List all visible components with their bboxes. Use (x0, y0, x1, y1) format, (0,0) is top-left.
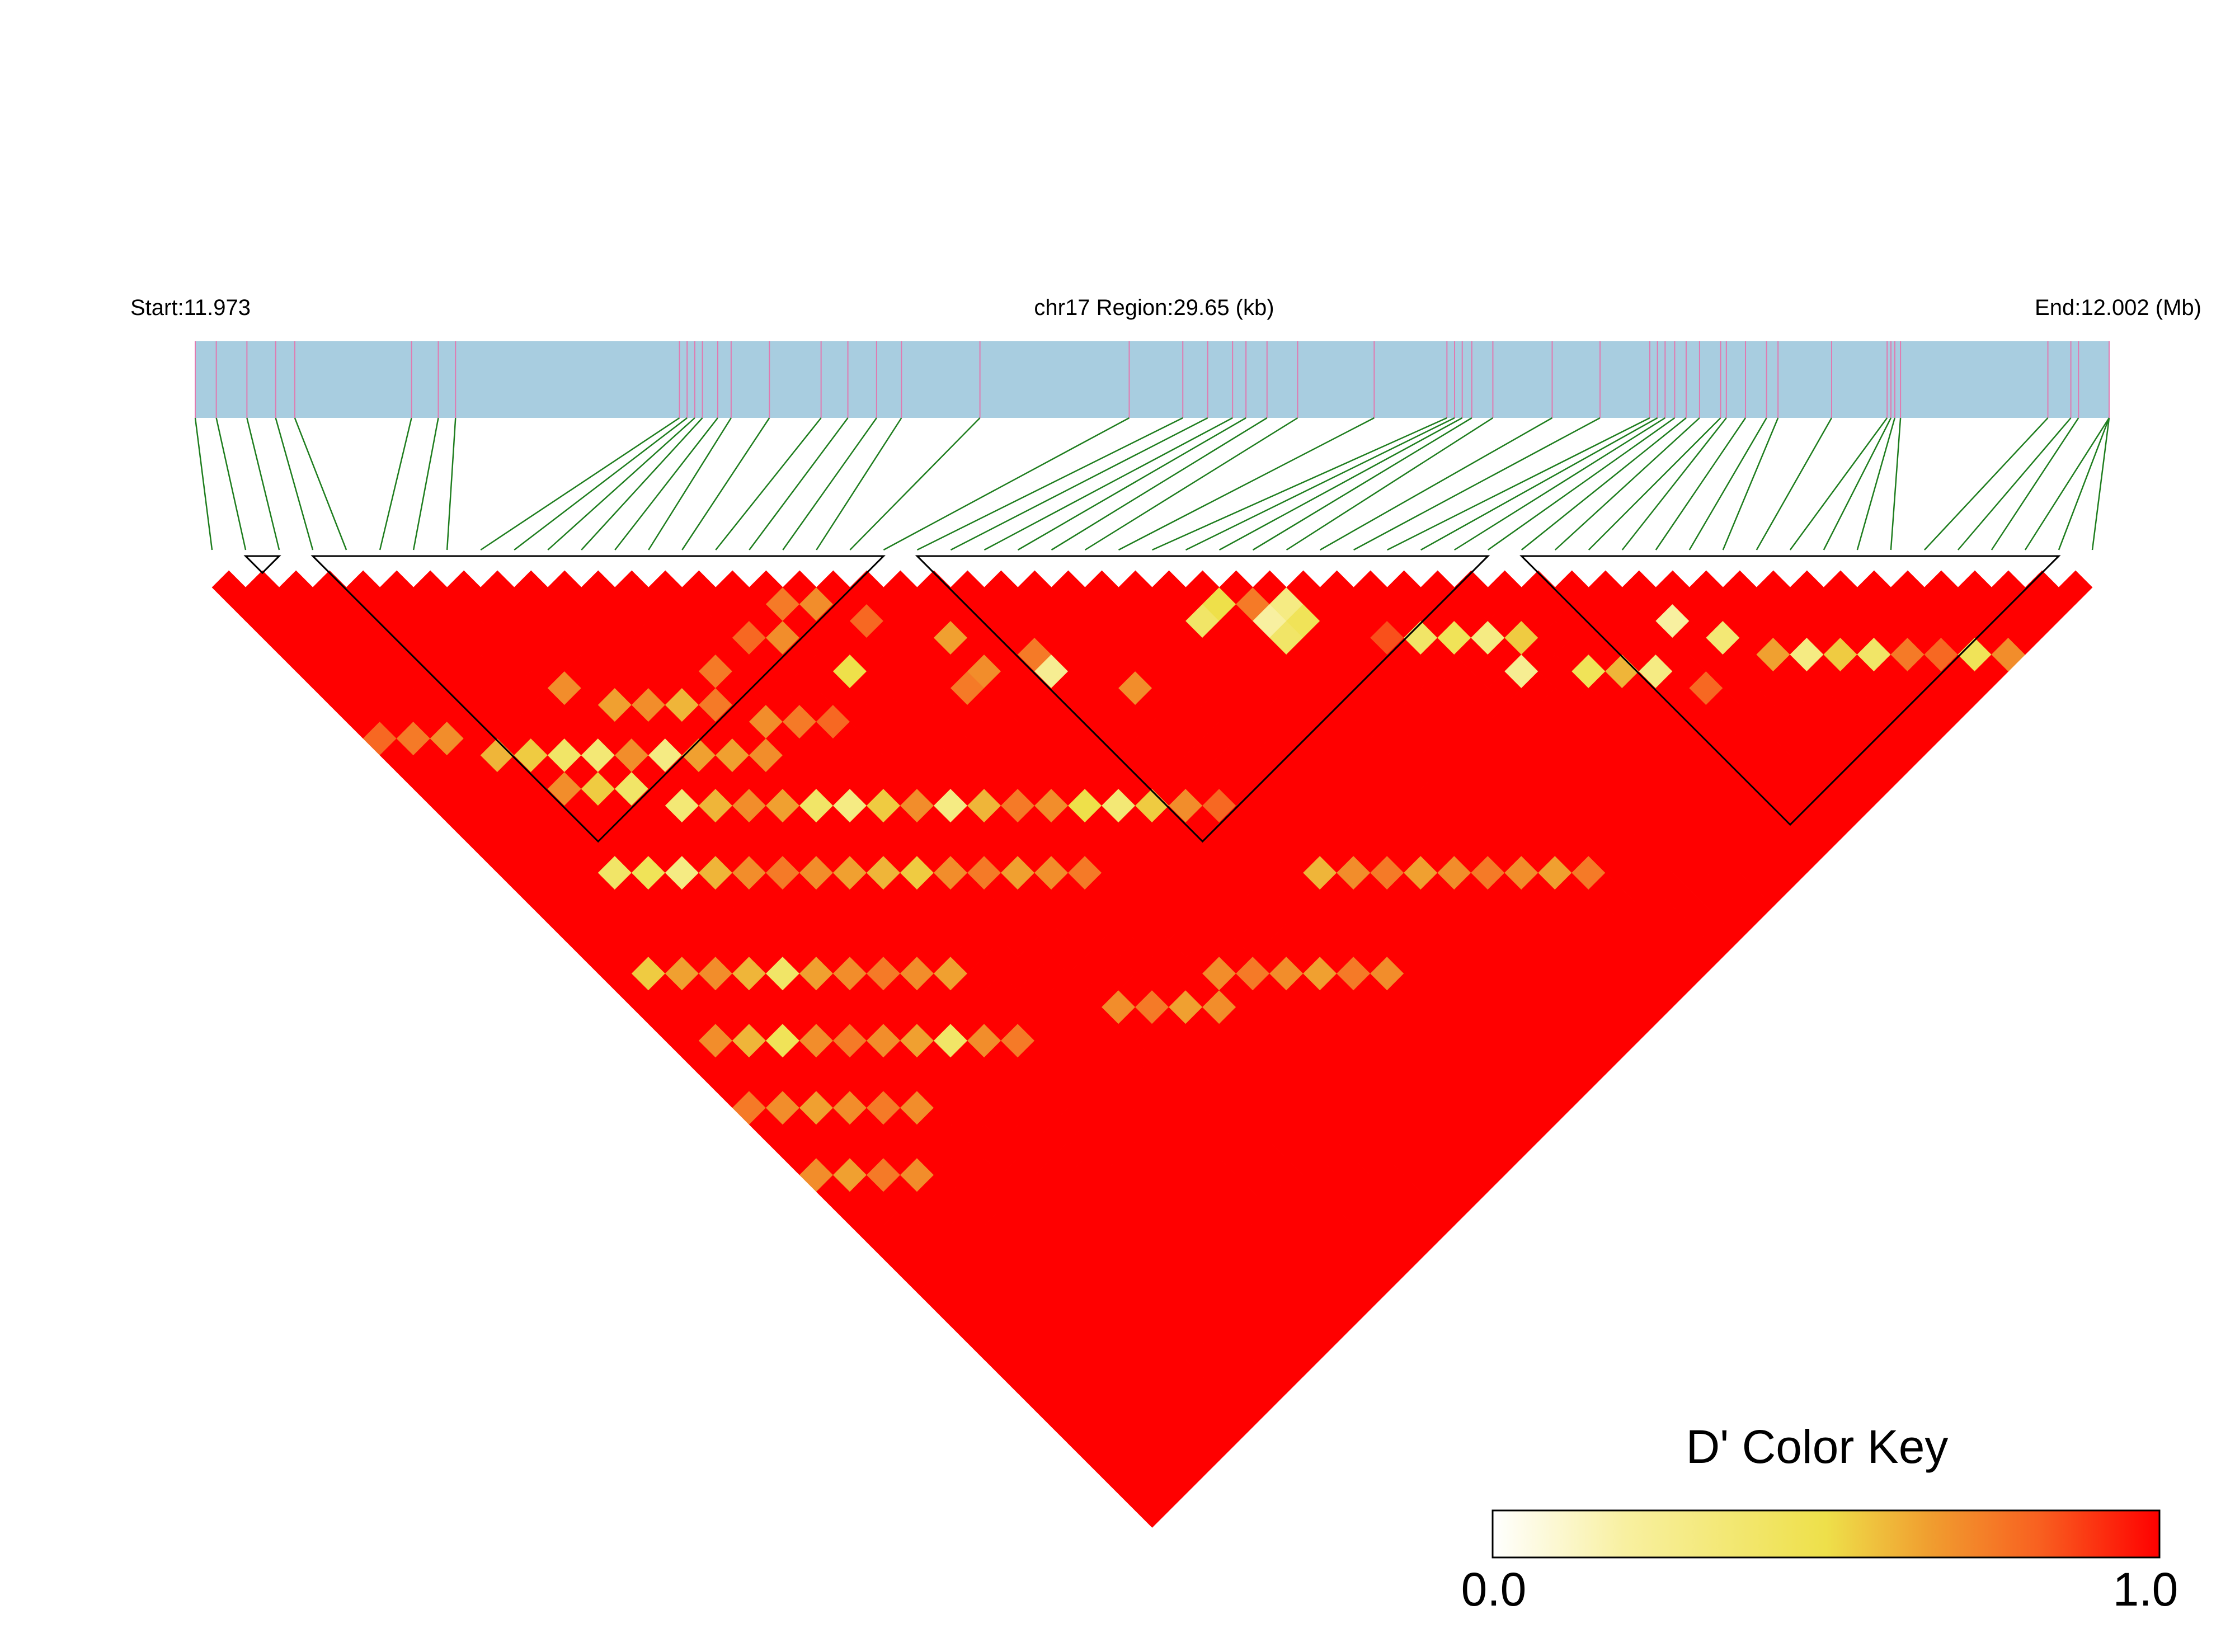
snp-connector (2091, 417, 2110, 550)
snp-connector (1588, 417, 1721, 550)
snp-connector (1084, 417, 1298, 551)
snp-connector (1017, 417, 1246, 551)
region-title-label: chr17 Region:29.65 (kb) (1034, 295, 1274, 320)
snp-connector (1789, 417, 1888, 550)
ld-cell (2058, 570, 2093, 605)
snp-connector (1353, 417, 1601, 551)
snp-connector (446, 417, 457, 550)
snp-connector (1756, 417, 1833, 550)
snp-connector (1554, 417, 1700, 550)
snp-connector (1319, 417, 1553, 551)
snp-connector (1051, 417, 1268, 551)
snp-connector (215, 417, 247, 550)
snp-connector (1218, 417, 1463, 551)
snp-connector (246, 417, 280, 550)
color-key-title: D' Color Key (1686, 1420, 1949, 1473)
region-start-label: Start:11.973 (130, 295, 251, 320)
snp-connector (1621, 417, 1727, 550)
snp-position-ticks (195, 341, 2110, 418)
snp-connector (984, 417, 1233, 551)
region-bar (195, 341, 2109, 418)
snp-connector (1923, 417, 2049, 550)
snp-connector (581, 417, 703, 550)
snp-connector (614, 417, 718, 550)
snp-connector (1823, 417, 1892, 550)
snp-connector (480, 417, 680, 551)
snp-connector (514, 417, 688, 550)
snp-connector (1387, 417, 1650, 551)
color-key-min-label: 0.0 (1461, 1563, 1527, 1616)
snp-connector (816, 417, 902, 550)
snp-connector (2024, 417, 2110, 550)
snp-connector (1252, 417, 1472, 551)
ld-cells (211, 570, 2093, 1528)
snp-connector (1957, 417, 2072, 550)
snp-connector (379, 417, 412, 550)
snp-connector (916, 417, 1183, 551)
snp-connector (950, 417, 1208, 551)
haplotype-block-outline (310, 555, 886, 843)
snp-connector (1688, 417, 1767, 550)
snp-connector (1722, 417, 1779, 550)
snp-connector (1890, 417, 1902, 550)
snp-connector (1118, 417, 1375, 551)
snp-connector (2058, 417, 2110, 550)
snp-connector (883, 417, 1130, 551)
snp-connector (1420, 417, 1658, 551)
haplotype-block-outline (1519, 555, 2061, 826)
snp-connector (1521, 417, 1687, 550)
snp-connector (648, 417, 732, 550)
snp-connector (294, 417, 347, 550)
color-key-gradient-bar (1491, 1509, 2161, 1559)
snp-connector (1487, 417, 1676, 551)
snp-connector (849, 417, 981, 550)
haplotype-block-outlines (243, 555, 2061, 843)
snp-connector (1286, 417, 1494, 551)
snp-connector (1655, 417, 1747, 550)
color-key: D' Color Key 0.0 1.0 (1461, 1420, 2178, 1616)
snp-connector (1453, 417, 1665, 551)
haplotype-block-outline (243, 555, 281, 575)
snp-connector (412, 417, 439, 550)
snp-connector (275, 417, 314, 550)
snp-connector (749, 417, 849, 550)
haplotype-block-outline (915, 555, 1490, 843)
snp-connector (715, 417, 822, 550)
snp-connector (1185, 417, 1455, 551)
color-key-max-label: 1.0 (2113, 1563, 2178, 1616)
snp-connector (782, 417, 877, 550)
snp-connector (1991, 417, 2079, 550)
snp-connector (194, 417, 213, 550)
snp-connector (1856, 417, 1896, 550)
snp-connector-lines (194, 417, 2110, 551)
snp-connector (547, 417, 695, 550)
region-end-label: End:12.002 (Mb) (2035, 295, 2201, 320)
snp-connector (681, 417, 770, 550)
snp-connector (1151, 417, 1447, 551)
